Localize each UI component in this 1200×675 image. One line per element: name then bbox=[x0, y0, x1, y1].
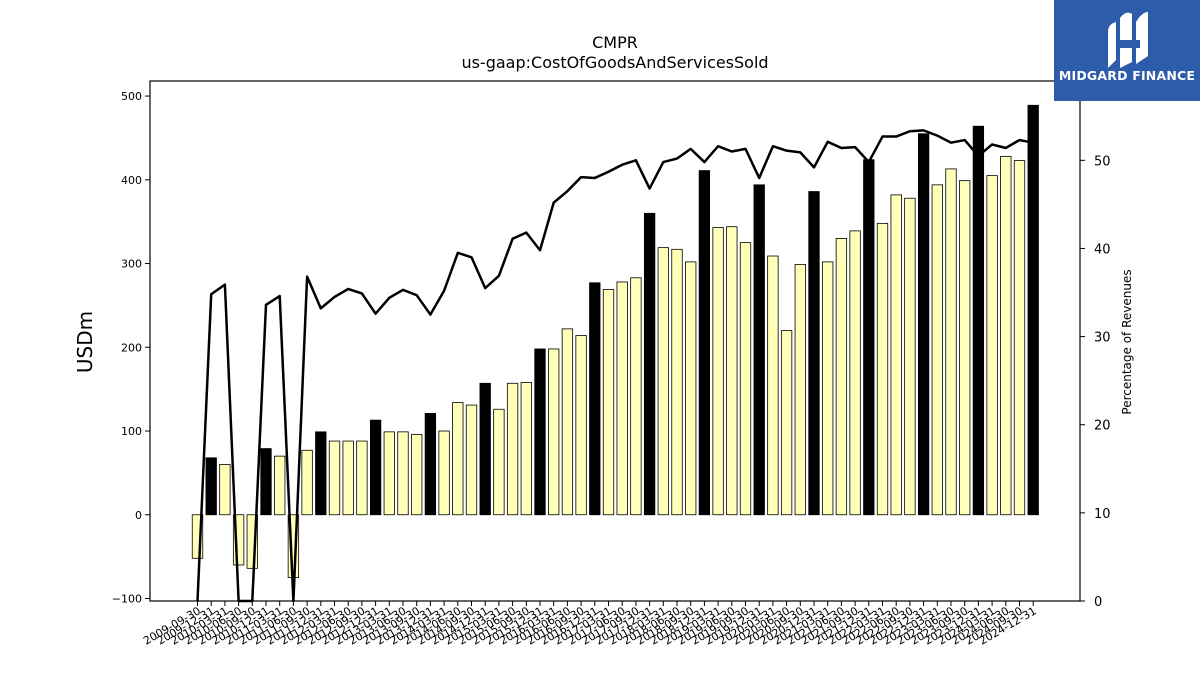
bar bbox=[931, 184, 943, 516]
bar bbox=[520, 382, 532, 516]
bar bbox=[383, 431, 395, 516]
right-tick-label: 40 bbox=[1094, 242, 1111, 257]
bar bbox=[780, 330, 793, 516]
brand-logo-text: MIDGARD FINANCE bbox=[1058, 68, 1196, 83]
bar bbox=[876, 222, 889, 516]
bar bbox=[548, 348, 560, 516]
left-tick-label: 200 bbox=[121, 341, 142, 354]
bar bbox=[698, 170, 711, 516]
bar bbox=[356, 440, 368, 516]
bar bbox=[712, 227, 724, 516]
bar bbox=[849, 230, 861, 516]
bar bbox=[767, 255, 779, 516]
right-tick-label: 10 bbox=[1094, 507, 1111, 522]
bar bbox=[438, 430, 450, 516]
bar bbox=[452, 402, 464, 516]
bar-series bbox=[191, 104, 1039, 578]
left-axis-label: USDm bbox=[73, 311, 97, 373]
bar bbox=[835, 238, 848, 516]
right-axis-label: Percentage of Revenues bbox=[1120, 269, 1134, 414]
bar bbox=[794, 263, 806, 516]
bar bbox=[493, 408, 505, 516]
bar bbox=[726, 226, 738, 516]
bar bbox=[411, 433, 423, 516]
bar bbox=[232, 514, 245, 566]
bar bbox=[219, 464, 231, 516]
bar bbox=[602, 289, 615, 516]
bar bbox=[1000, 155, 1012, 516]
bar bbox=[506, 382, 519, 516]
bar bbox=[315, 431, 327, 516]
bar bbox=[534, 348, 546, 516]
bar bbox=[685, 261, 697, 516]
bar bbox=[822, 261, 834, 516]
bar bbox=[465, 404, 478, 516]
bar bbox=[260, 448, 272, 516]
bar bbox=[671, 248, 683, 516]
bar bbox=[328, 440, 341, 516]
brand-logo: MIDGARD FINANCE bbox=[1054, 0, 1200, 101]
bar bbox=[959, 180, 971, 516]
right-axis-ticks: 0 10 20 30 40 50 bbox=[1080, 154, 1111, 610]
bar bbox=[739, 242, 752, 516]
right-tick-label: 50 bbox=[1094, 154, 1111, 169]
right-tick-label: 0 bbox=[1094, 595, 1102, 610]
bar bbox=[561, 328, 574, 516]
bar bbox=[1027, 104, 1039, 516]
left-tick-label: −100 bbox=[112, 592, 142, 605]
bar bbox=[246, 514, 258, 569]
left-tick-label: 500 bbox=[121, 90, 142, 103]
bar bbox=[657, 247, 669, 516]
bar bbox=[424, 413, 437, 516]
chart-subtitle: us-gaap:CostOfGoodsAndServicesSold bbox=[461, 53, 768, 72]
bar bbox=[274, 455, 286, 516]
x-axis-ticks: 2009-09-302009-12-312010-03-312010-06-30… bbox=[141, 601, 1039, 648]
bar bbox=[479, 382, 491, 516]
bar bbox=[972, 125, 985, 516]
bar bbox=[890, 194, 902, 516]
bar bbox=[191, 514, 204, 559]
bar bbox=[904, 197, 916, 516]
right-tick-label: 20 bbox=[1094, 419, 1111, 434]
bar bbox=[575, 335, 587, 516]
plot-frame bbox=[149, 80, 1081, 602]
bar bbox=[753, 184, 765, 516]
right-tick-label: 30 bbox=[1094, 331, 1111, 346]
bar bbox=[301, 449, 313, 516]
left-tick-label: 300 bbox=[121, 258, 142, 271]
bar bbox=[630, 277, 642, 516]
bar bbox=[917, 133, 930, 516]
bar bbox=[616, 281, 628, 516]
bar bbox=[205, 457, 217, 516]
left-tick-label: 0 bbox=[135, 509, 142, 522]
left-tick-label: 400 bbox=[121, 174, 142, 187]
bar bbox=[1013, 160, 1026, 516]
bar bbox=[808, 191, 820, 516]
bar bbox=[986, 175, 998, 516]
percentage-line bbox=[196, 129, 1034, 603]
bar bbox=[397, 431, 409, 516]
bar bbox=[643, 212, 656, 516]
chart-title: CMPR bbox=[592, 33, 638, 52]
bar bbox=[863, 159, 875, 516]
bar bbox=[945, 168, 957, 516]
bar bbox=[342, 440, 354, 516]
midgard-finance-logo-icon bbox=[1108, 12, 1148, 69]
left-tick-label: 100 bbox=[121, 425, 142, 438]
bar bbox=[589, 282, 601, 516]
bar bbox=[369, 419, 382, 516]
left-axis-ticks: −100 0 100 200 300 400 500 bbox=[112, 90, 150, 605]
